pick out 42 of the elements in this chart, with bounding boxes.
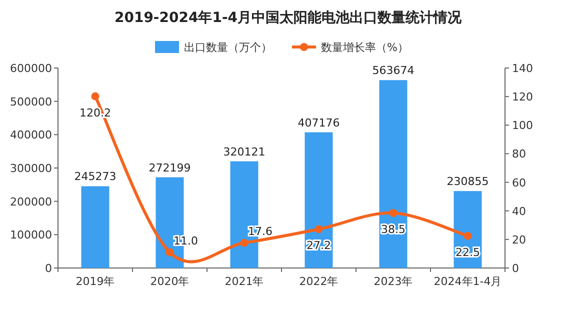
y2-tick-label: 120 <box>512 90 533 104</box>
data-label: 22.5 <box>456 246 480 259</box>
y2-tick-label: 0 <box>512 262 519 275</box>
bar <box>379 80 408 268</box>
data-label: 27.2 <box>306 239 331 252</box>
y-tick-label: 0 <box>45 262 52 275</box>
y-tick-label: 500000 <box>10 95 52 108</box>
data-label: 320121 <box>223 145 266 158</box>
point <box>91 92 100 100</box>
x-tick-label: 2022年 <box>299 275 338 288</box>
x-tick-label: 2024年1-4月 <box>434 275 502 288</box>
data-label: 230855 <box>446 175 489 188</box>
legend-label: 数量增长率（%） <box>321 41 408 54</box>
legend-label: 出口数量（万个） <box>184 41 272 54</box>
y2-tick-label: 40 <box>512 204 526 218</box>
y-tick-label: 300000 <box>10 162 52 175</box>
y2-tick-label: 60 <box>512 176 526 190</box>
bar <box>81 186 110 268</box>
x-tick-label: 2023年 <box>374 275 413 288</box>
y2-tick-label: 20 <box>512 233 526 246</box>
point <box>389 209 398 217</box>
data-label: 407176 <box>298 116 340 130</box>
y-tick-label: 600000 <box>10 62 52 75</box>
x-tick-label: 2021年 <box>224 275 264 288</box>
y-tick-label: 100000 <box>10 228 52 242</box>
y-tick-label: 400000 <box>10 128 52 142</box>
bar <box>304 132 333 268</box>
y2-tick-label: 80 <box>512 148 526 161</box>
x-tick-label: 2019年 <box>76 275 115 288</box>
y2-tick-label: 100 <box>512 119 533 132</box>
point <box>464 232 472 240</box>
data-label: 563674 <box>372 64 414 78</box>
chart-title: 2019-2024年1-4月中国太阳能电池出口数量统计情况 <box>114 9 463 26</box>
x-tick-label: 2020年 <box>150 275 190 288</box>
data-label: 38.5 <box>381 223 406 236</box>
point <box>166 248 174 256</box>
data-label: 245273 <box>74 170 116 184</box>
y2-tick-label: 140 <box>512 62 533 75</box>
y-tick-label: 200000 <box>10 195 52 208</box>
point <box>240 238 248 247</box>
data-label: 272199 <box>148 161 191 174</box>
point <box>314 225 323 234</box>
